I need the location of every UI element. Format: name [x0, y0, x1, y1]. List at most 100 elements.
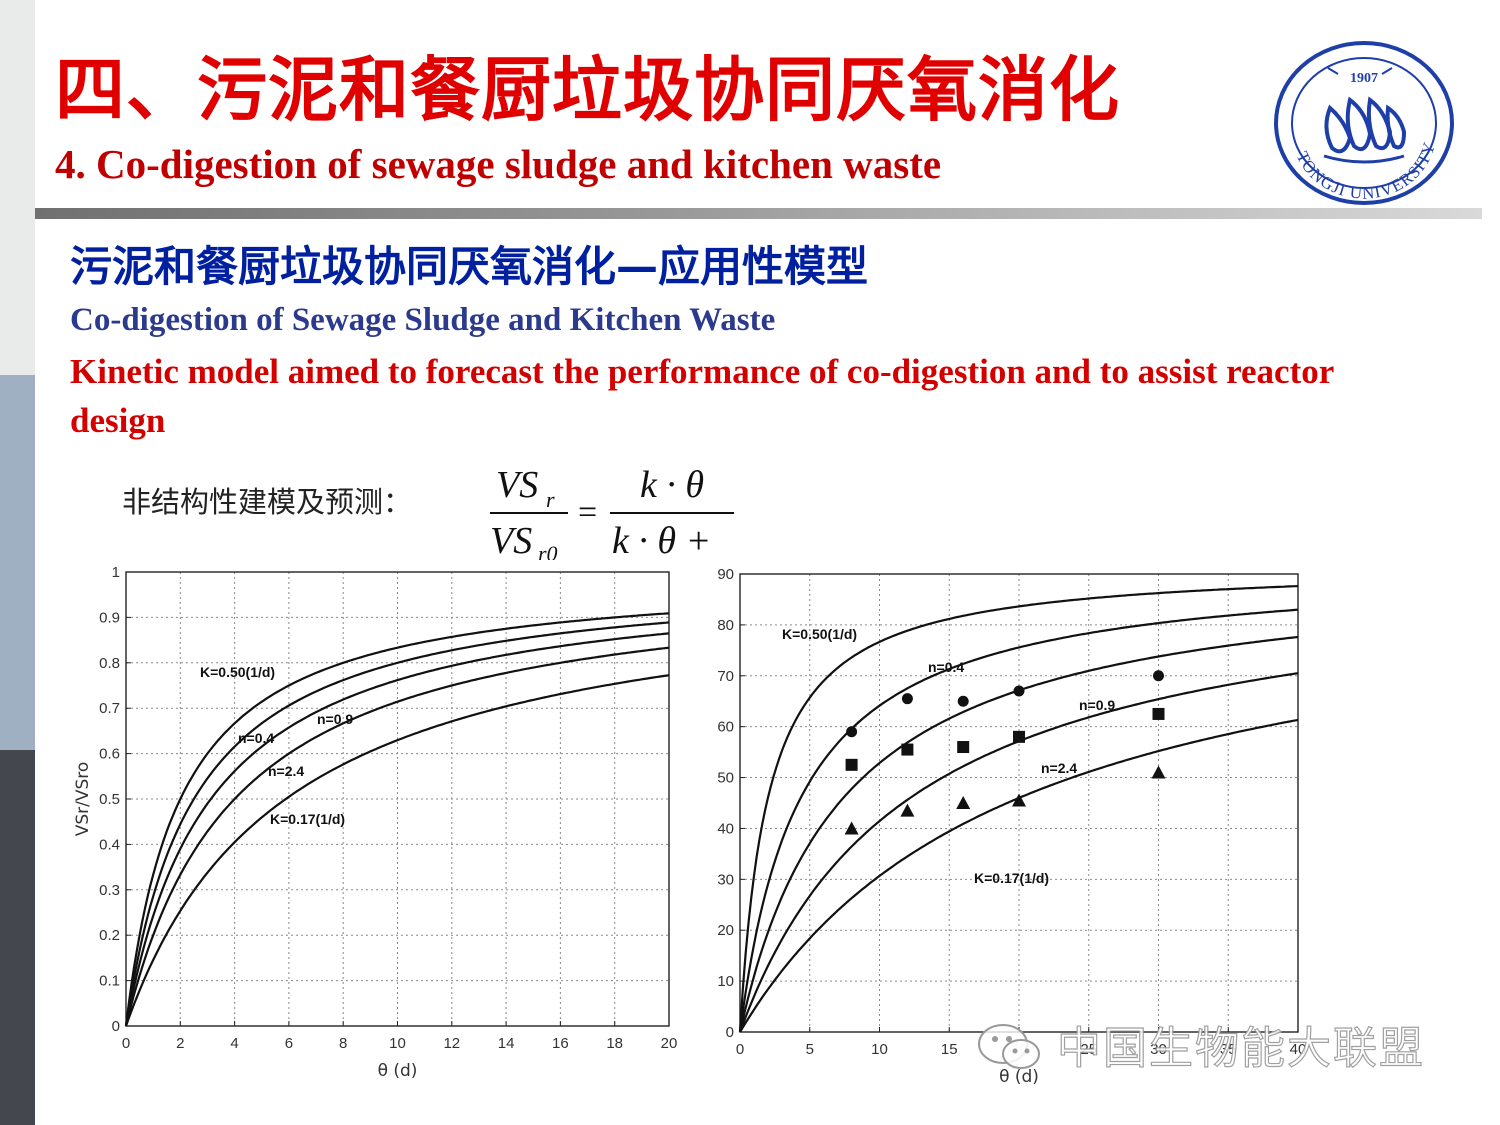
- x-tick-label: 18: [606, 1035, 623, 1052]
- title-divider: [35, 208, 1482, 219]
- slide-title-english: 4. Co-digestion of sewage sludge and kit…: [55, 141, 942, 187]
- y-tick-label: 0.3: [99, 882, 120, 899]
- x-tick-label: 10: [389, 1035, 406, 1052]
- data-point-square: [1013, 730, 1025, 743]
- kinetic-model-formula: VS r VS r0 = k · θ k · θ + 1: [490, 464, 740, 565]
- data-point-circle: [901, 693, 913, 705]
- y-tick-label: 80: [717, 617, 734, 634]
- y-tick-label: 0.8: [99, 655, 120, 672]
- y-tick-label: 0.4: [99, 836, 120, 853]
- x-tick-label: 25: [1080, 1041, 1097, 1058]
- y-tick-label: 10: [717, 973, 734, 990]
- y-tick-label: 40: [717, 820, 734, 837]
- data-point-circle: [1153, 670, 1164, 682]
- data-point-triangle: [1151, 765, 1166, 779]
- chart-vs-removal-percent: 05101520253035400102030405060708090θ (d)…: [712, 528, 1310, 1088]
- model-curve-3: [738, 672, 1299, 1033]
- y-tick-label: 20: [717, 922, 734, 939]
- formula-rhs-numerator: k · θ: [640, 464, 704, 506]
- curve-annotation: n=2.4: [268, 763, 304, 779]
- formula-lhs-numerator-sub: r: [546, 487, 555, 512]
- formula-lhs-numerator: VS: [496, 464, 538, 506]
- data-point-triangle: [900, 803, 915, 817]
- curve-annotation: n=0.9: [317, 711, 353, 727]
- data-point-triangle: [1012, 793, 1026, 807]
- x-tick-label: 35: [1220, 1041, 1237, 1058]
- formula-lhs-denominator-sub: r0: [538, 541, 558, 565]
- curve-annotation: n=2.4: [1041, 760, 1077, 776]
- formula-lhs-denominator: VS: [490, 520, 532, 562]
- curve-annotation: K=0.17(1/d): [974, 870, 1049, 886]
- data-point-square: [1152, 707, 1165, 720]
- model-curve-0: [738, 585, 1299, 1033]
- sidebar-band-light: [0, 0, 35, 375]
- data-point-triangle: [844, 821, 859, 835]
- curve-annotation: n=0.9: [1079, 697, 1115, 713]
- tongji-university-seal-icon: TONGJI UNIVERSITY 1907: [1274, 41, 1454, 205]
- formula-equals: =: [578, 494, 597, 531]
- section-subtitle-chinese: 污泥和餐厨垃圾协同厌氧消化—应用性模型: [70, 242, 869, 291]
- x-tick-label: 8: [339, 1035, 347, 1052]
- wechat-icon: [978, 1024, 1040, 1069]
- logo-year: 1907: [1350, 71, 1378, 86]
- y-tick-label: 0: [112, 1018, 120, 1035]
- data-point-circle: [846, 726, 858, 738]
- model-curve-1: [738, 608, 1299, 1033]
- y-tick-label: 1: [112, 564, 120, 581]
- watermark-text: 中国生物能大联盟: [1056, 1023, 1425, 1074]
- data-point-circle: [1013, 685, 1025, 697]
- y-tick-label: 0.6: [99, 746, 120, 763]
- y-tick-label: 50: [717, 770, 734, 787]
- curve-annotation: K=0.50(1/d): [782, 626, 857, 642]
- sidebar-band-dark: [0, 750, 35, 1125]
- curve-annotation: K=0.17(1/d): [270, 811, 345, 827]
- watermark: 中国生物能大联盟: [975, 1020, 1495, 1080]
- y-tick-label: 70: [717, 668, 734, 685]
- section-subtitle-english: Co-digestion of Sewage Sludge and Kitche…: [70, 302, 776, 338]
- sidebar-band-blue: [0, 375, 35, 750]
- data-point-triangle: [956, 796, 971, 809]
- curve-annotation: n=0.4: [928, 659, 964, 675]
- model-description: Kinetic model aimed to forecast the perf…: [70, 352, 1334, 440]
- y-tick-label: 0.9: [99, 609, 120, 626]
- y-tick-label: 0.2: [99, 927, 120, 944]
- data-point-square: [901, 743, 914, 756]
- y-tick-label: 0: [726, 1024, 734, 1041]
- model-curve-4: [124, 674, 670, 1027]
- y-tick-label: 30: [717, 871, 734, 888]
- x-tick-label: 16: [552, 1035, 569, 1052]
- y-axis-label: VSr/VSro: [73, 762, 93, 837]
- x-tick-label: 12: [443, 1035, 460, 1052]
- formula-label: 非结构性建模及预测：: [122, 485, 413, 519]
- x-axis-label: θ (d): [378, 1061, 418, 1081]
- x-tick-label: 20: [661, 1035, 678, 1052]
- x-tick-label: 4: [230, 1035, 238, 1052]
- x-tick-label: 40: [1290, 1041, 1307, 1058]
- data-point-circle: [957, 695, 969, 707]
- data-point-square: [957, 741, 970, 754]
- model-curve-1: [124, 621, 670, 1027]
- curve-annotation: K=0.50(1/d): [200, 664, 275, 680]
- x-tick-label: 2: [176, 1035, 184, 1052]
- x-tick-label: 10: [871, 1041, 888, 1058]
- x-tick-label: 15: [941, 1041, 958, 1058]
- model-curve-3: [124, 646, 670, 1027]
- chart-relative-vs-removal: 0 2 4 6 8 10 12 14 16 18 20 0 0.1 0.2 0.3 0.4 0.5 0.6 0.7 0…: [63, 560, 683, 1088]
- y-tick-label: 0.7: [99, 700, 120, 717]
- x-tick-label: 0: [736, 1041, 744, 1058]
- x-tick-label: 5: [806, 1041, 814, 1058]
- y-tick-label: 0.1: [99, 973, 120, 990]
- data-point-square: [845, 758, 858, 771]
- slide-title-chinese: 四、污泥和餐厨垃圾协同厌氧消化: [55, 49, 1120, 131]
- curve-annotation: n=0.4: [238, 730, 274, 746]
- x-tick-label: 14: [498, 1035, 515, 1052]
- x-tick-label: 30: [1150, 1041, 1167, 1058]
- x-tick-label: 6: [285, 1035, 293, 1052]
- model-curve-2: [124, 632, 670, 1027]
- y-tick-label: 60: [717, 719, 734, 736]
- y-tick-label: 90: [717, 566, 734, 583]
- x-tick-label: 0: [122, 1035, 130, 1052]
- model-curve-0: [124, 612, 670, 1027]
- x-axis-label: θ (d): [999, 1067, 1039, 1087]
- y-tick-label: 0.5: [99, 791, 120, 808]
